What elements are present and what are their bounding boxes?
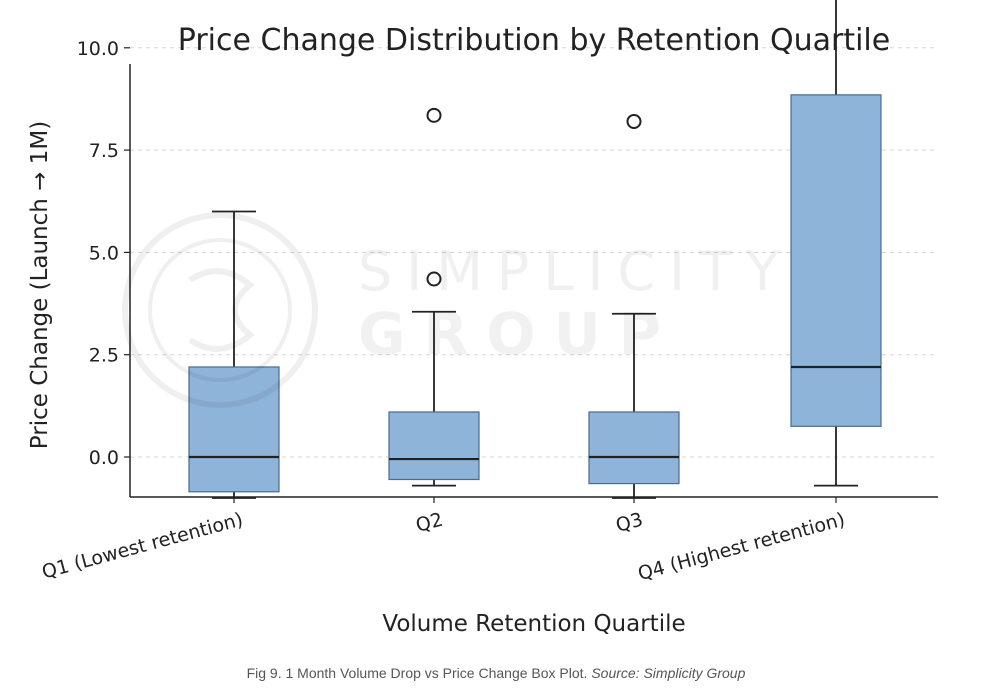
x-axis-label: Volume Retention Quartile [382, 611, 685, 637]
x-tick-label: Q4 (Highest retention) [636, 509, 848, 585]
iqr-box [790, 94, 882, 427]
y-tick-label: 0.0 [89, 447, 119, 469]
iqr-box [588, 411, 680, 485]
outlier-point [426, 271, 442, 287]
axes [129, 64, 938, 498]
y-axis-label: Price Change (Launch → 1M) [27, 121, 53, 449]
figure-caption: Fig 9. 1 Month Volume Drop vs Price Chan… [0, 665, 992, 681]
box-group [790, 0, 882, 487]
box-group [388, 107, 480, 487]
y-tick-label: 10.0 [77, 38, 119, 60]
outlier-point [626, 113, 642, 129]
box-plot: 0.02.55.07.510.012.515.017.5Q1 (Lowest r… [27, 0, 938, 637]
box-group [588, 113, 680, 499]
box-group [188, 210, 280, 499]
caption-main: Fig 9. 1 Month Volume Drop vs Price Chan… [246, 665, 588, 681]
y-tick-label: 7.5 [89, 140, 119, 162]
chart-title: Price Change Distribution by Retention Q… [178, 23, 890, 58]
y-tick-label: 5.0 [89, 242, 119, 264]
x-tick-label: Q1 (Lowest retention) [40, 509, 246, 584]
outlier-point [426, 107, 442, 123]
box-series [188, 0, 882, 499]
x-tick-label: Q3 [613, 509, 645, 537]
caption-source: Source: Simplicity Group [591, 665, 746, 681]
iqr-box [188, 366, 280, 493]
y-tick-label: 2.5 [89, 345, 119, 367]
iqr-box [388, 411, 480, 481]
chart-container: SIMPLICITY GROUP 0.02.55.07.510.012.515.… [27, 0, 938, 637]
x-tick-label: Q2 [413, 509, 445, 537]
